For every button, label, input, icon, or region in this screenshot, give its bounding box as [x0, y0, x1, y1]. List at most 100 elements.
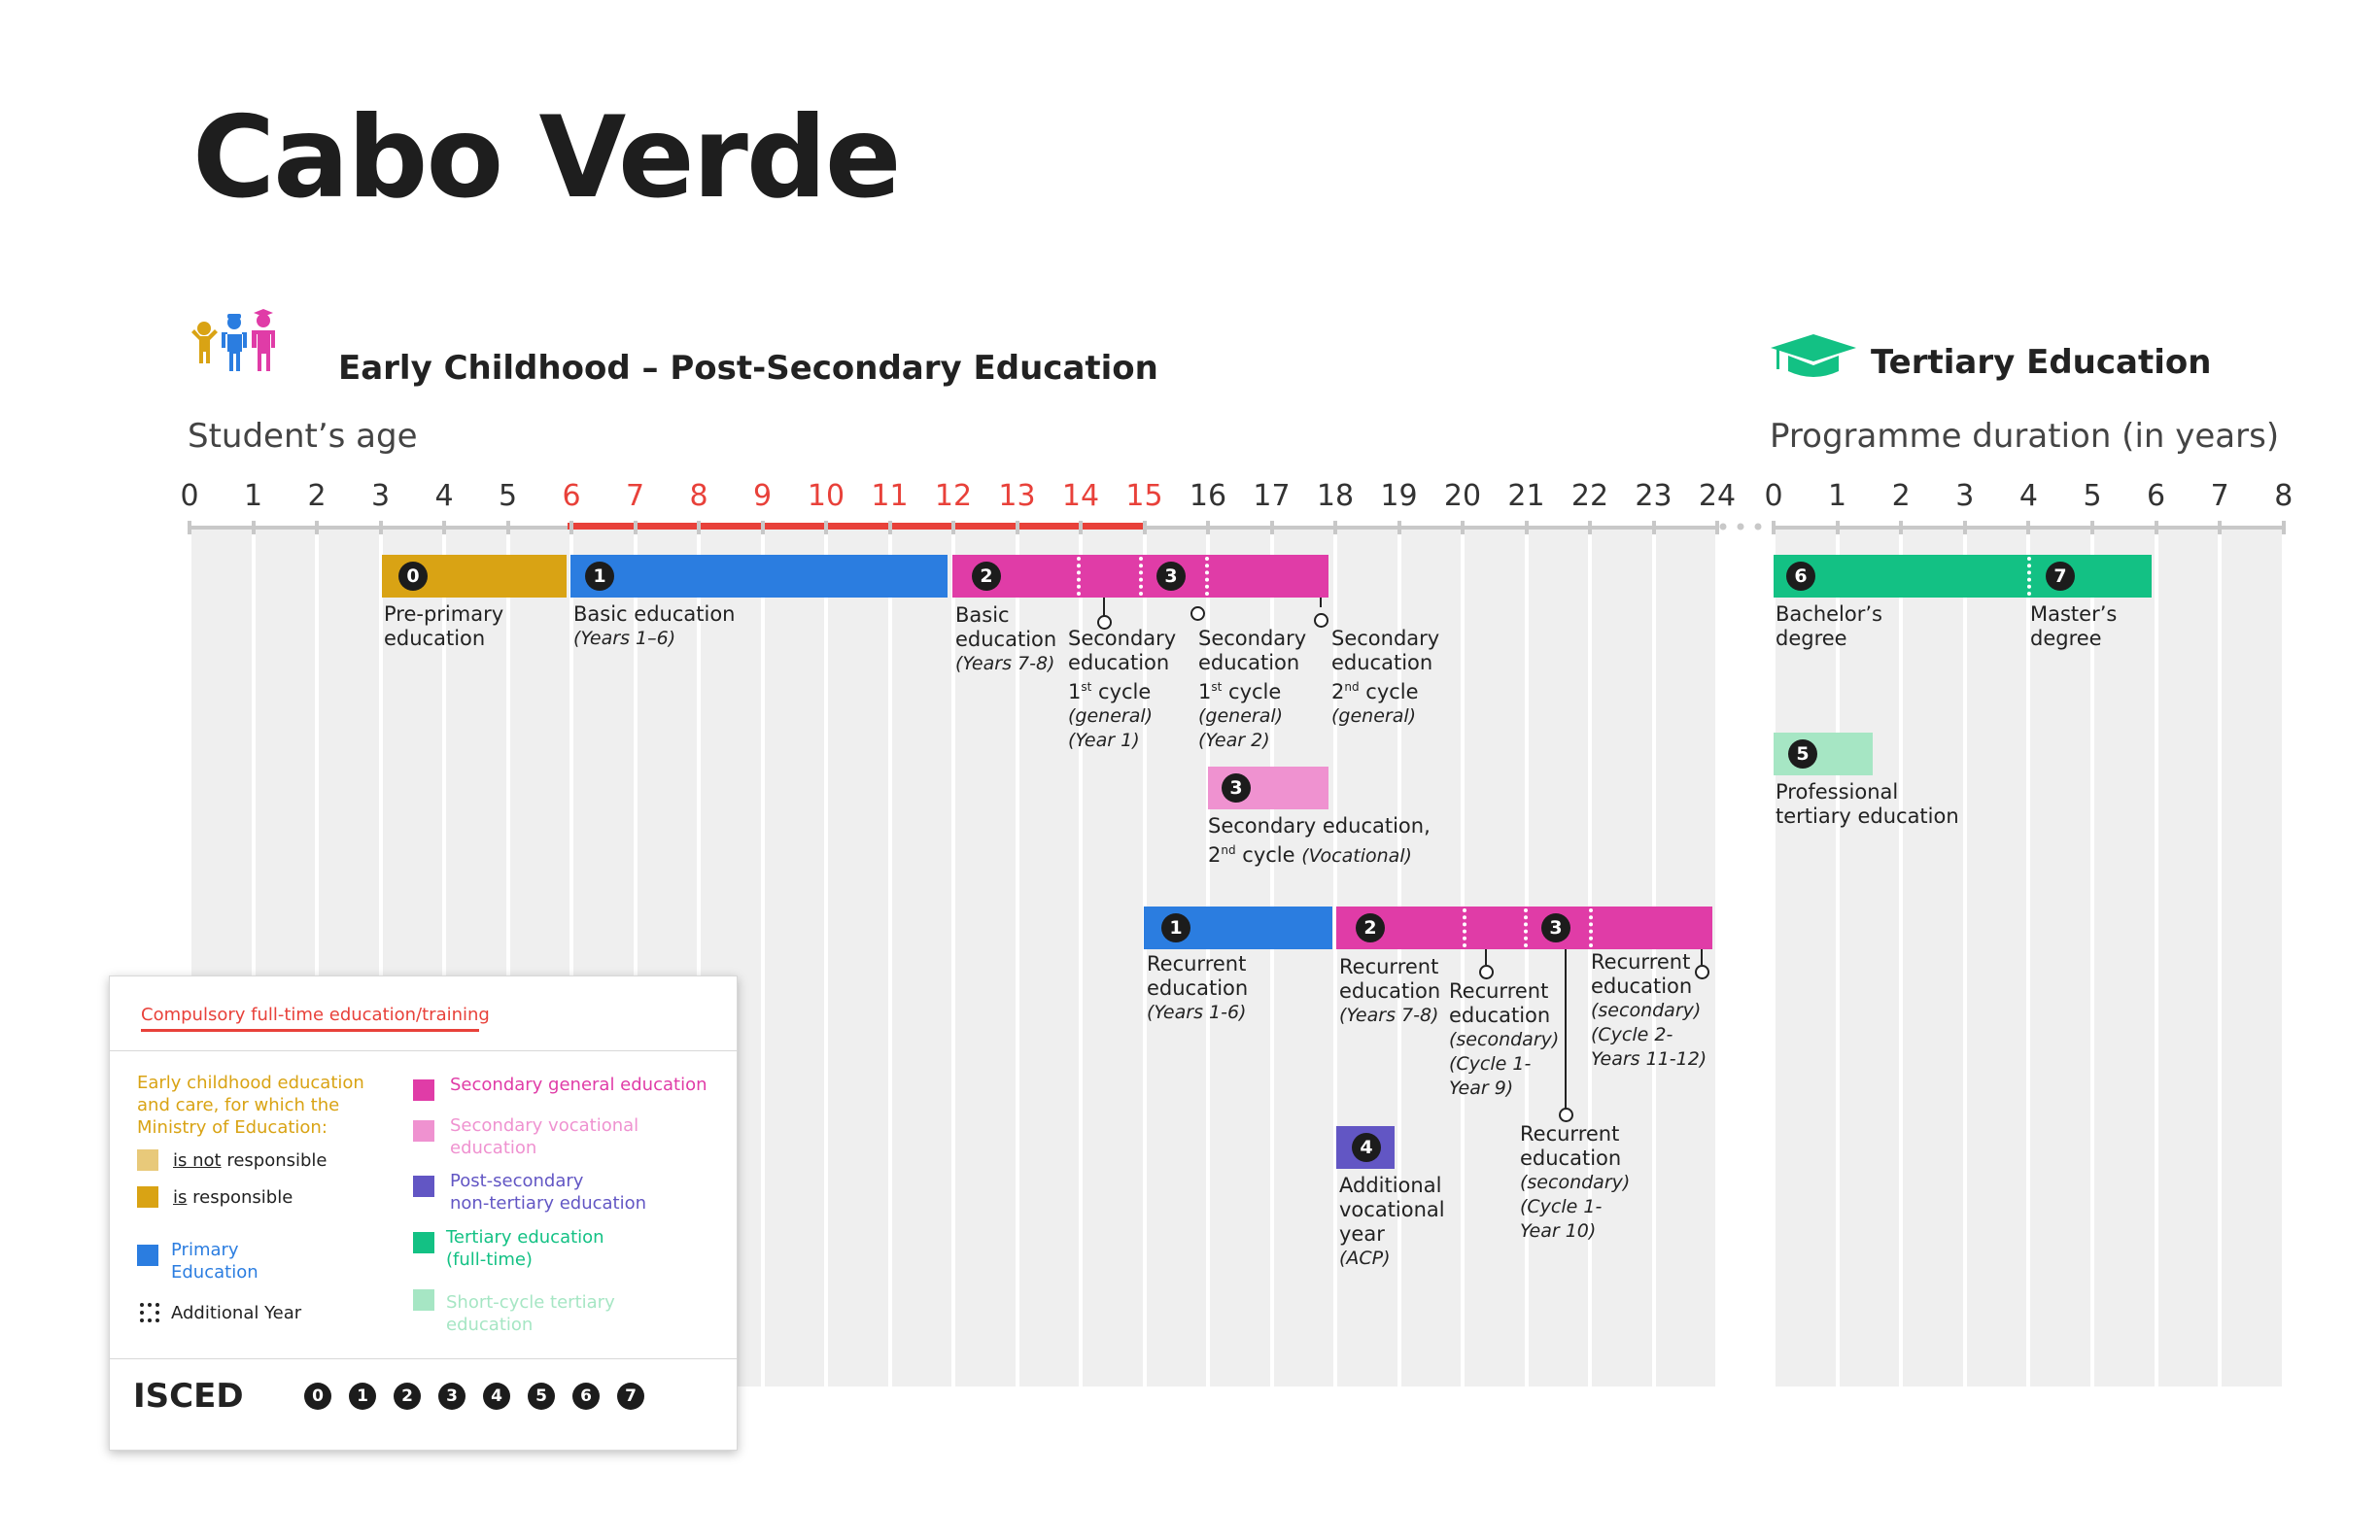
isced-label: ISCED [133, 1377, 244, 1416]
isced-badge-1: 1 [585, 562, 614, 591]
age-tick-mark [1079, 521, 1083, 534]
age-grid-column [1210, 530, 1270, 1386]
age-grid-column [828, 530, 888, 1386]
age-grid-column [764, 530, 824, 1386]
age-tick-label: 14 [1061, 479, 1100, 513]
age-tick-mark [1269, 521, 1274, 534]
isced-badge-5: 5 [1788, 739, 1817, 769]
isced-level-badge: 3 [438, 1383, 466, 1410]
secondary-vocational-label: Secondary education, 2nd cycle (Vocation… [1208, 814, 1431, 867]
duration-tick-mark [2090, 521, 2094, 534]
isced-badge-7: 7 [2046, 562, 2075, 591]
duration-grid-column [2222, 530, 2282, 1386]
legend-panel: Compulsory full-time education/training … [109, 975, 738, 1451]
legend-divider [110, 1050, 737, 1051]
age-tick-label: 10 [807, 479, 845, 513]
age-tick-label: 13 [998, 479, 1036, 513]
pointer-stem [1103, 598, 1105, 619]
pointer-knob [1097, 615, 1112, 630]
age-tick-mark [1588, 521, 1592, 534]
pre-primary-label: Pre-primary education [384, 602, 504, 650]
age-tick-label: 0 [180, 479, 199, 513]
age-tick-label: 8 [689, 479, 708, 513]
children-icon [188, 309, 281, 379]
pointer-knob [1190, 606, 1205, 621]
pointer-knob [1314, 613, 1328, 628]
age-tick-mark [760, 521, 765, 534]
age-grid-column [1083, 530, 1143, 1386]
age-tick-label: 17 [1253, 479, 1291, 513]
legend-compulsory-line [141, 1029, 479, 1032]
additional-year-divider [1205, 557, 1209, 596]
age-tick-mark [378, 521, 383, 534]
age-tick-mark [1524, 521, 1529, 534]
duration-tick-label: 1 [1828, 479, 1847, 513]
isced-level-badge: 1 [349, 1383, 376, 1410]
age-tick-mark [569, 521, 573, 534]
isced-level-badge: 4 [483, 1383, 510, 1410]
age-grid-column [1592, 530, 1652, 1386]
duration-tick-label: 7 [2210, 479, 2229, 513]
legend-not-responsible: is not responsible [173, 1150, 328, 1171]
legend-divider [110, 1358, 737, 1359]
age-tick-mark [251, 521, 256, 534]
legend-early-childhood: Early childhood education and care, for w… [137, 1073, 364, 1138]
pointer-knob [1479, 965, 1494, 979]
age-grid-column [1273, 530, 1333, 1386]
additional-year-divider [1524, 908, 1528, 947]
legend-post-secondary: Post-secondary non-tertiary education [450, 1171, 647, 1214]
legend-swatch-short-cycle [413, 1289, 434, 1311]
compulsory-range-bar [568, 523, 1144, 530]
legend-additional-year: Additional Year [171, 1303, 302, 1323]
age-tick-label: 2 [307, 479, 327, 513]
legend-swatch-primary [137, 1245, 158, 1266]
page-title: Cabo Verde [192, 92, 902, 223]
age-tick-label: 5 [498, 479, 518, 513]
isced-level-badge: 0 [304, 1383, 331, 1410]
basic-education-label: Basic education (Years 1–6) [573, 602, 736, 649]
basic-secondary-label: Basic education (Years 7-8) [955, 603, 1057, 674]
pointer-stem [1320, 598, 1322, 607]
isced-badge-3: 3 [1541, 913, 1570, 942]
axis-break-dots [1713, 519, 1772, 532]
duration-tick-mark [1899, 521, 1904, 534]
age-tick-label: 1 [243, 479, 263, 513]
age-tick-label: 12 [934, 479, 973, 513]
graduation-cap-icon [1769, 334, 1858, 385]
age-tick-mark [697, 521, 701, 534]
tertiary-bar [1774, 555, 2152, 598]
age-tick-mark [1333, 521, 1337, 534]
age-tick-label: 3 [370, 479, 391, 513]
additional-year-divider [1463, 908, 1466, 947]
legend-compulsory: Compulsory full-time education/training [141, 1005, 490, 1025]
age-tick-label: 9 [752, 479, 773, 513]
age-tick-label: 18 [1316, 479, 1355, 513]
isced-badge-2: 2 [972, 562, 1001, 591]
age-tick-mark [824, 521, 828, 534]
duration-grid-column [1839, 530, 1900, 1386]
duration-tick-mark [2026, 521, 2031, 534]
age-tick-mark [1142, 521, 1147, 534]
age-grid-column [1018, 530, 1079, 1386]
isced-badge-2: 2 [1356, 913, 1385, 942]
age-tick-mark [1015, 521, 1019, 534]
duration-grid-column [2094, 530, 2155, 1386]
legend-swatch-tertiary [413, 1232, 434, 1253]
duration-tick-mark [1835, 521, 1840, 534]
pointer-stem [1701, 949, 1703, 965]
age-tick-label: 24 [1698, 479, 1737, 513]
age-tick-label: 23 [1635, 479, 1673, 513]
secondary-c1-y1-label: Secondary education 1st cycle (general) … [1068, 627, 1177, 751]
age-grid-column [955, 530, 1016, 1386]
age-grid-column [891, 530, 951, 1386]
pointer-knob [1559, 1108, 1573, 1122]
duration-tick-label: 6 [2147, 479, 2166, 513]
isced-level-badge: 6 [572, 1383, 600, 1410]
age-tick-mark [887, 521, 892, 534]
recurrent-c1-y9-label: Recurrent education (secondary) (Cycle 1… [1449, 979, 1560, 1099]
legend-tertiary: Tertiary education (full-time) [446, 1227, 604, 1270]
age-tick-label: 7 [625, 479, 645, 513]
duration-grid-column [2157, 530, 2219, 1386]
basic-education-bar [570, 555, 948, 598]
age-tick-mark [1397, 521, 1401, 534]
